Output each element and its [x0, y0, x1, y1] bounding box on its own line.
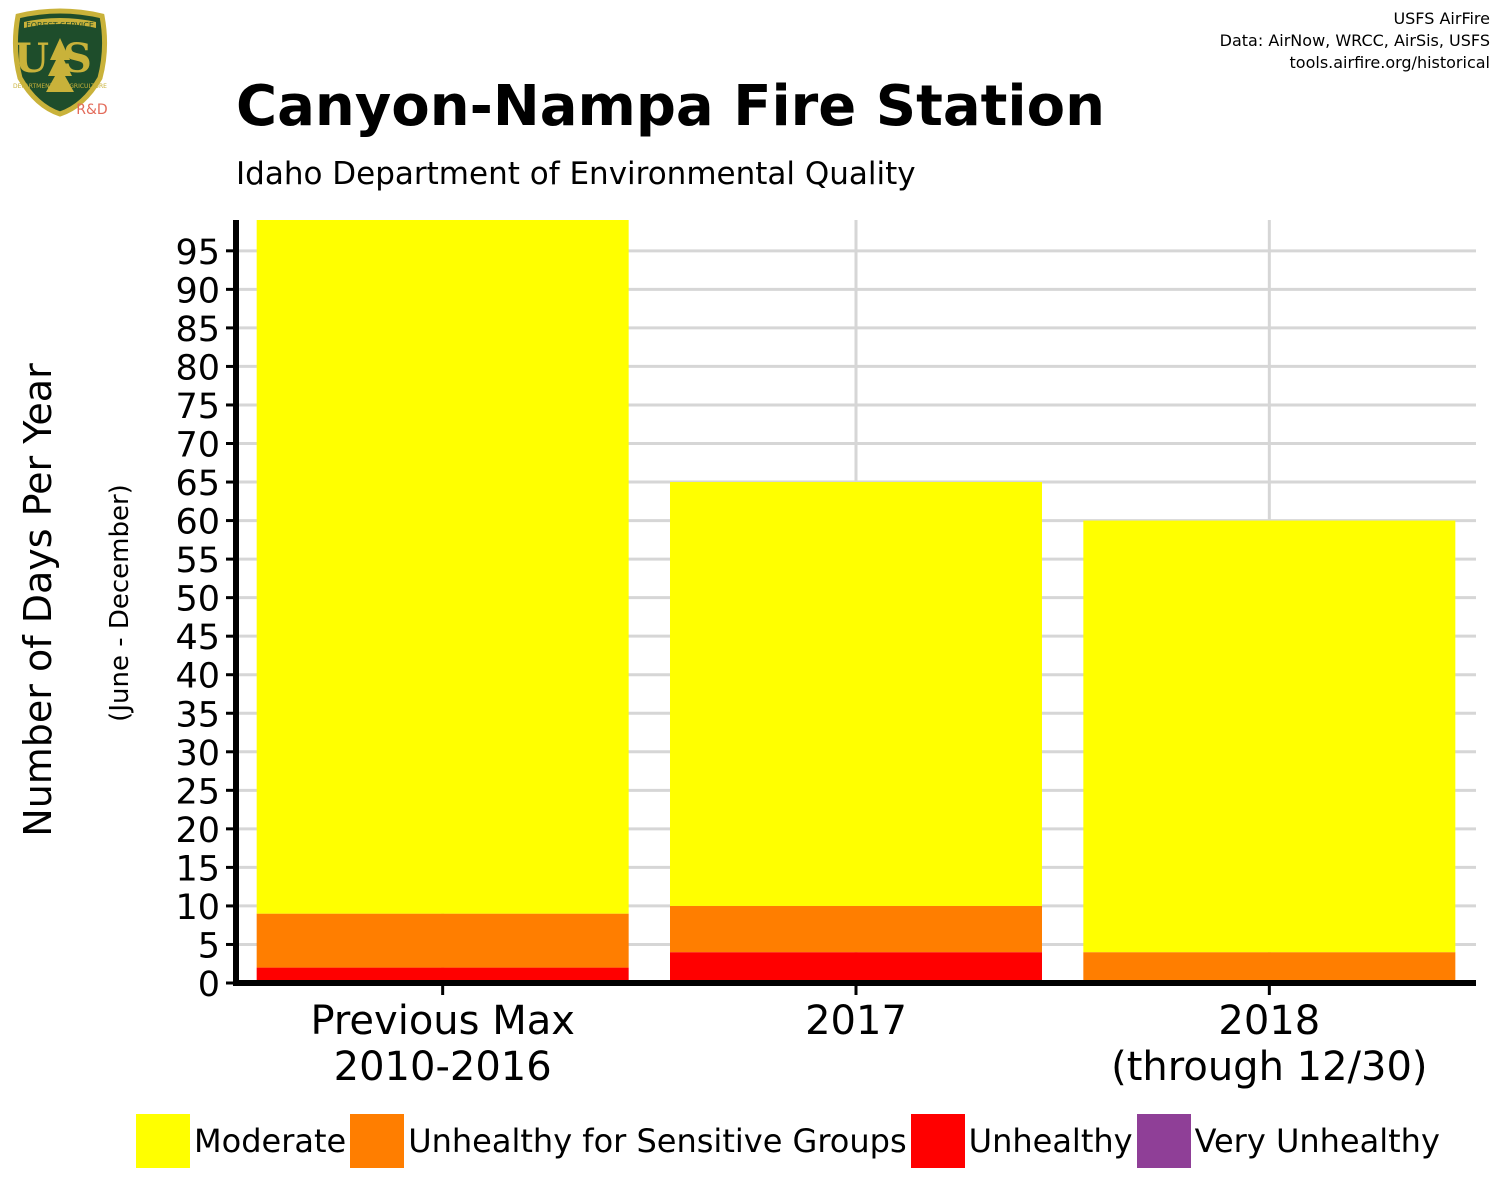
legend-swatch-very-unhealthy [1136, 1114, 1191, 1168]
legend: Moderate Unhealthy for Sensitive Groups … [136, 1114, 1444, 1168]
x-tick-label: Previous Max [310, 998, 574, 1044]
y-tick-label: 20 [175, 811, 220, 851]
bar-unhealthy-0 [256, 967, 629, 983]
y-tick-label: 50 [175, 580, 220, 620]
bar-unhealthy-for-sensitive-groups-0 [256, 913, 629, 968]
bar-moderate-0 [256, 220, 629, 914]
bar-unhealthy-for-sensitive-groups-2 [1083, 952, 1456, 983]
x-tick-label: (through 12/30) [1111, 1044, 1427, 1090]
y-tick-label: 15 [175, 849, 220, 889]
bar-unhealthy-1 [670, 952, 1042, 983]
legend-swatch-usg [350, 1114, 405, 1168]
y-tick-label: 30 [175, 734, 220, 774]
logo-bottom-text: DEPARTMENT OF AGRICULTURE [13, 83, 107, 90]
chart-subtitle: Idaho Department of Environmental Qualit… [236, 156, 916, 192]
bar-unhealthy-for-sensitive-groups-1 [670, 905, 1042, 953]
legend-label-usg: Unhealthy for Sensitive Groups [408, 1122, 907, 1160]
usfs-shield-logo: FOREST SERVICE US DEPARTMENT OF AGRICULT… [8, 8, 112, 120]
legend-item-very-unhealthy: Very Unhealthy [1136, 1114, 1440, 1168]
logo-top-text: FOREST SERVICE [26, 21, 94, 30]
y-tick-label: 10 [175, 888, 220, 928]
x-tick-label: 2018 [1218, 998, 1320, 1044]
y-tick-label: 40 [175, 657, 220, 697]
y-tick-label: 70 [175, 426, 220, 466]
y-tick-label: 45 [175, 618, 220, 658]
y-tick-label: 25 [175, 772, 220, 812]
legend-label-unhealthy: Unhealthy [968, 1122, 1133, 1160]
y-tick-label: 35 [175, 695, 220, 735]
bar-moderate-2 [1083, 520, 1456, 953]
legend-label-very-unhealthy: Very Unhealthy [1194, 1122, 1440, 1160]
y-tick-label: 95 [175, 233, 220, 273]
credit-line-1: USFS AirFire [1393, 9, 1490, 28]
y-tick-label: 55 [175, 541, 220, 581]
logo-badge: R&D [76, 102, 107, 118]
y-tick-label: 60 [175, 503, 220, 543]
y-tick-label: 90 [175, 271, 220, 311]
y-tick-label: 85 [175, 310, 220, 350]
y-tick-label: 75 [175, 387, 220, 427]
credit-line-2: Data: AirNow, WRCC, AirSis, USFS [1219, 31, 1490, 50]
y-tick-label: 65 [175, 464, 220, 504]
legend-item-usg: Unhealthy for Sensitive Groups [350, 1114, 907, 1168]
y-tick-label: 0 [198, 965, 220, 1005]
chart-title: Canyon-Nampa Fire Station [236, 74, 1105, 139]
y-tick-label: 5 [198, 926, 220, 966]
legend-swatch-unhealthy [910, 1114, 965, 1168]
legend-item-unhealthy: Unhealthy [910, 1114, 1133, 1168]
legend-label-moderate: Moderate [194, 1122, 347, 1160]
legend-item-moderate: Moderate [136, 1114, 346, 1168]
credit-line-3: tools.airfire.org/historical [1289, 53, 1490, 72]
credits: USFS AirFire Data: AirNow, WRCC, AirSis,… [1220, 8, 1490, 74]
x-tick-label: 2010-2016 [334, 1044, 552, 1090]
y-tick-label: 80 [175, 348, 220, 388]
bar-moderate-1 [670, 482, 1042, 906]
x-tick-label: 2017 [805, 998, 907, 1044]
legend-swatch-moderate [136, 1114, 190, 1168]
